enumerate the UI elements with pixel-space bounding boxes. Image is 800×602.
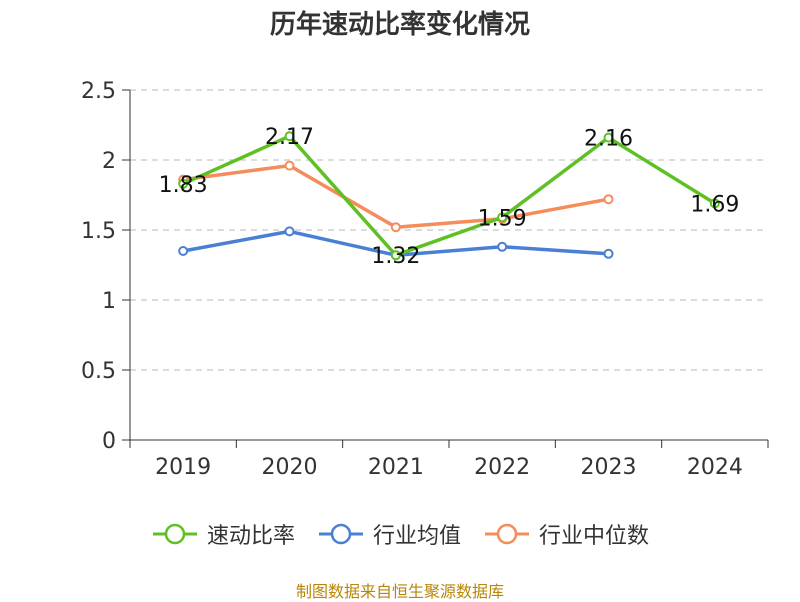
legend-item[interactable]: 行业中位数 [483,518,649,550]
chart-title: 历年速动比率变化情况 [269,10,530,40]
legend-label: 行业中位数 [539,524,650,549]
data-label: 1.32 [371,244,420,269]
series-line [182,134,716,257]
y-tick-label: 2.5 [81,79,116,104]
series-line [182,163,609,229]
data-point [497,212,508,223]
legend-item[interactable]: 行业均值 [317,518,461,550]
data-label: 2.16 [584,127,633,152]
data-point [603,248,614,259]
x-tick-label: 2020 [262,455,318,480]
data-point [709,198,720,209]
axes: 0 0.5 1 1.5 2 2.5 2019 2020 2021 2022 2023 2024 [81,79,769,480]
data-label: 1.59 [478,206,527,231]
data-label: 1.69 [690,192,739,217]
data-point [497,241,508,252]
data-point [284,160,295,171]
legend-label: 速动比率 [206,524,295,549]
x-tick-label: 2024 [687,455,743,480]
legend-label: 行业均值 [372,524,461,549]
x-tick-label: 2023 [581,455,637,480]
data-point [390,222,401,233]
data-point [390,250,401,261]
y-tick-label: 1 [102,289,116,314]
data-point [178,246,189,256]
data-label: 1.83 [159,173,208,198]
data-point [603,194,614,205]
legend-swatch-marker [330,523,352,545]
series-2 [178,160,614,233]
legend-swatch [485,523,529,545]
x-tick-label: 2021 [368,455,424,480]
legend-swatch [152,523,197,545]
series-0 [178,131,720,261]
legend-item[interactable]: 速动比率 [151,518,295,550]
y-tick-label: 1.5 [81,219,116,244]
data-point [284,226,295,237]
y-tick-label: 0.5 [81,359,116,384]
source-note: 制图数据来自恒生聚源数据库 [295,582,504,601]
y-tick-label: 2 [102,149,116,174]
y-tick-label: 0 [102,429,116,454]
data-point [603,132,614,143]
x-tick-label: 2022 [474,455,530,480]
data-labels: 1.83 2.17 1.32 1.59 2.16 1.69 [159,125,740,269]
data-label: 2.17 [265,125,314,150]
series-lines [178,131,720,261]
grid-lines [130,89,768,371]
legend-swatch [318,523,363,545]
data-point [284,131,295,142]
legend: 速动比率 行业均值 行业中位数 [0,518,800,550]
legend-swatch-marker [496,523,518,545]
data-point [178,178,189,189]
x-tick-label: 2019 [155,455,211,480]
legend-swatch-marker [164,523,186,545]
